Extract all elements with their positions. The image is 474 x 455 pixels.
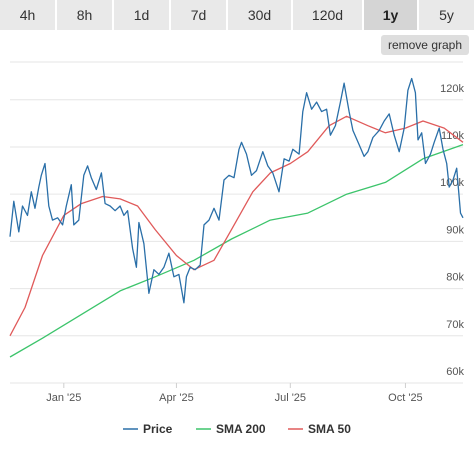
tab-label: 1d	[133, 7, 150, 23]
remove-graph-button[interactable]: remove graph	[381, 35, 469, 55]
remove-graph-label: remove graph	[387, 38, 463, 52]
legend-label-price: Price	[143, 422, 173, 436]
x-tick-label: Apr '25	[159, 392, 194, 404]
tab-5y[interactable]: 5y	[419, 0, 474, 30]
series-line-sma-200	[9, 143, 464, 358]
tab-1y[interactable]: 1y	[364, 0, 419, 30]
legend-label-sma-200: SMA 200	[216, 422, 266, 436]
tab-30d[interactable]: 30d	[228, 0, 293, 30]
tab-label: 7d	[190, 7, 207, 23]
grid	[10, 61, 463, 384]
tab-label: 8h	[76, 7, 93, 23]
y-tick-label: 60k	[446, 366, 464, 378]
legend: Price SMA 200 SMA 50	[123, 422, 351, 436]
tab-label: 4h	[19, 7, 36, 23]
tab-label: 5y	[439, 7, 454, 23]
x-tick-label: Jan '25	[46, 392, 81, 404]
tab-7d[interactable]: 7d	[171, 0, 228, 30]
y-tick-label: 100k	[440, 177, 464, 189]
y-tick-label: 120k	[440, 83, 464, 95]
x-axis: Jan '25 Apr '25 Jul '25 Oct '25	[46, 383, 423, 404]
series-line-price	[9, 77, 464, 304]
y-tick-label: 90k	[446, 224, 464, 236]
tab-label: 120d	[311, 7, 344, 23]
tab-1d[interactable]: 1d	[114, 0, 171, 30]
timeframe-tabs: 4h 8h 1d 7d 30d 120d 1y 5y	[0, 0, 474, 30]
x-tick-label: Oct '25	[388, 392, 423, 404]
tab-label: 30d	[247, 7, 272, 23]
series	[9, 77, 464, 358]
tab-4h[interactable]: 4h	[0, 0, 57, 30]
y-tick-label: 70k	[446, 319, 464, 331]
tab-120d[interactable]: 120d	[293, 0, 364, 30]
tab-8h[interactable]: 8h	[57, 0, 114, 30]
tab-label: 1y	[382, 7, 399, 23]
y-tick-label: 80k	[446, 272, 464, 284]
series-line-sma-50	[9, 115, 464, 337]
x-tick-label: Jul '25	[275, 392, 306, 404]
legend-label-sma-50: SMA 50	[308, 422, 351, 436]
